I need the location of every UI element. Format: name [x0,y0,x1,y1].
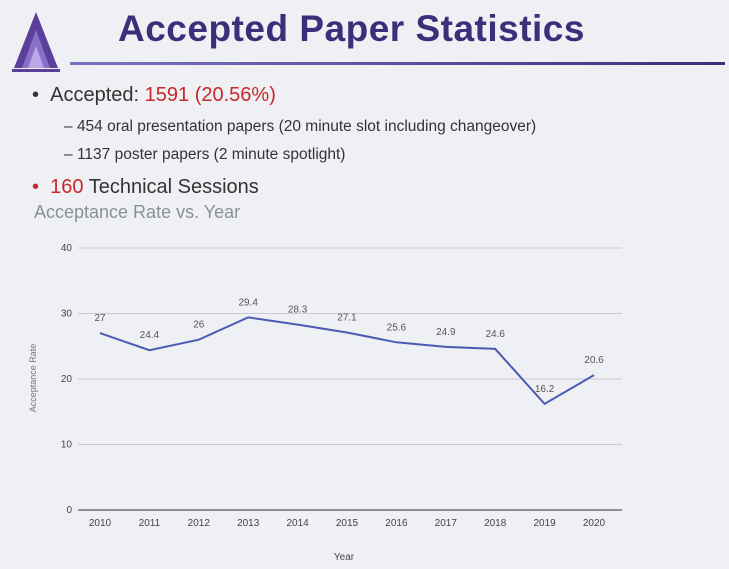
x-tick-label: 2019 [533,518,556,529]
bullet-sessions: • 160 Technical Sessions [32,176,259,199]
title-underline [70,62,725,65]
series-line [99,316,595,406]
x-tick-label: 2016 [385,518,408,529]
chart-title: Acceptance Rate vs. Year [34,202,241,222]
data-label: 24.4 [140,330,160,341]
data-label: 27.1 [337,312,357,323]
y-tick-label: 30 [61,309,73,320]
data-label: 29.4 [238,297,258,308]
x-tick-label: 2014 [286,518,309,529]
sub-bullet-oral: – 454 oral presentation papers (20 minut… [64,118,536,136]
data-label: 24.6 [485,329,505,340]
y-tick-label: 0 [66,505,72,516]
y-axis-label: Acceptance Rate [28,344,38,413]
poster-papers-text: 1137 poster papers (2 minute spotlight) [76,146,346,163]
x-tick-label: 2012 [188,518,211,529]
sub-bullet-poster: – 1137 poster papers (2 minute spotlight… [64,146,345,164]
conference-logo [12,12,60,72]
bullet-accepted: • Accepted: 1591 (20.56%) [32,84,276,107]
x-axis-label: Year [334,552,355,563]
data-label: 20.6 [584,355,604,366]
sessions-value: 160 [50,176,84,198]
dash-glyph: – [64,146,73,163]
bullet-glyph: • [32,84,40,106]
sessions-label: Technical Sessions [88,176,259,198]
x-tick-label: 2013 [237,518,260,529]
data-labels: 27 24.4 26 29.4 28.3 27.1 25.6 24.9 24.6 16.2 20.6 [94,297,604,394]
data-label: 28.3 [288,305,308,316]
oral-papers-text: 454 oral presentation papers (20 minute … [76,118,537,135]
x-tick-label: 2011 [139,518,161,529]
accepted-label: Accepted: [50,84,140,106]
x-tick-label: 2015 [336,518,359,529]
y-tick-label: 10 [61,440,73,451]
x-axis-ticks: 2010 2011 2012 2013 2014 2015 2016 2017 2018 2019… [89,518,606,529]
x-tick-label: 2017 [435,518,458,529]
data-label: 26 [193,320,205,331]
x-tick-label: 2020 [583,518,606,529]
data-label: 16.2 [535,384,555,395]
x-tick-label: 2010 [89,518,112,529]
data-label: 27 [94,313,106,324]
bullet-glyph: • [32,176,40,198]
y-axis-ticks: 0 10 20 30 40 [61,243,73,516]
accepted-value: 1591 (20.56%) [144,84,276,106]
y-tick-label: 20 [61,374,73,385]
slide-title: Accepted Paper Statistics [118,8,585,49]
data-label: 24.9 [436,327,456,338]
y-tick-label: 40 [61,243,73,254]
chart-grid [78,247,622,511]
data-label: 25.6 [387,322,407,333]
dash-glyph: – [64,118,73,135]
x-tick-label: 2018 [484,518,507,529]
